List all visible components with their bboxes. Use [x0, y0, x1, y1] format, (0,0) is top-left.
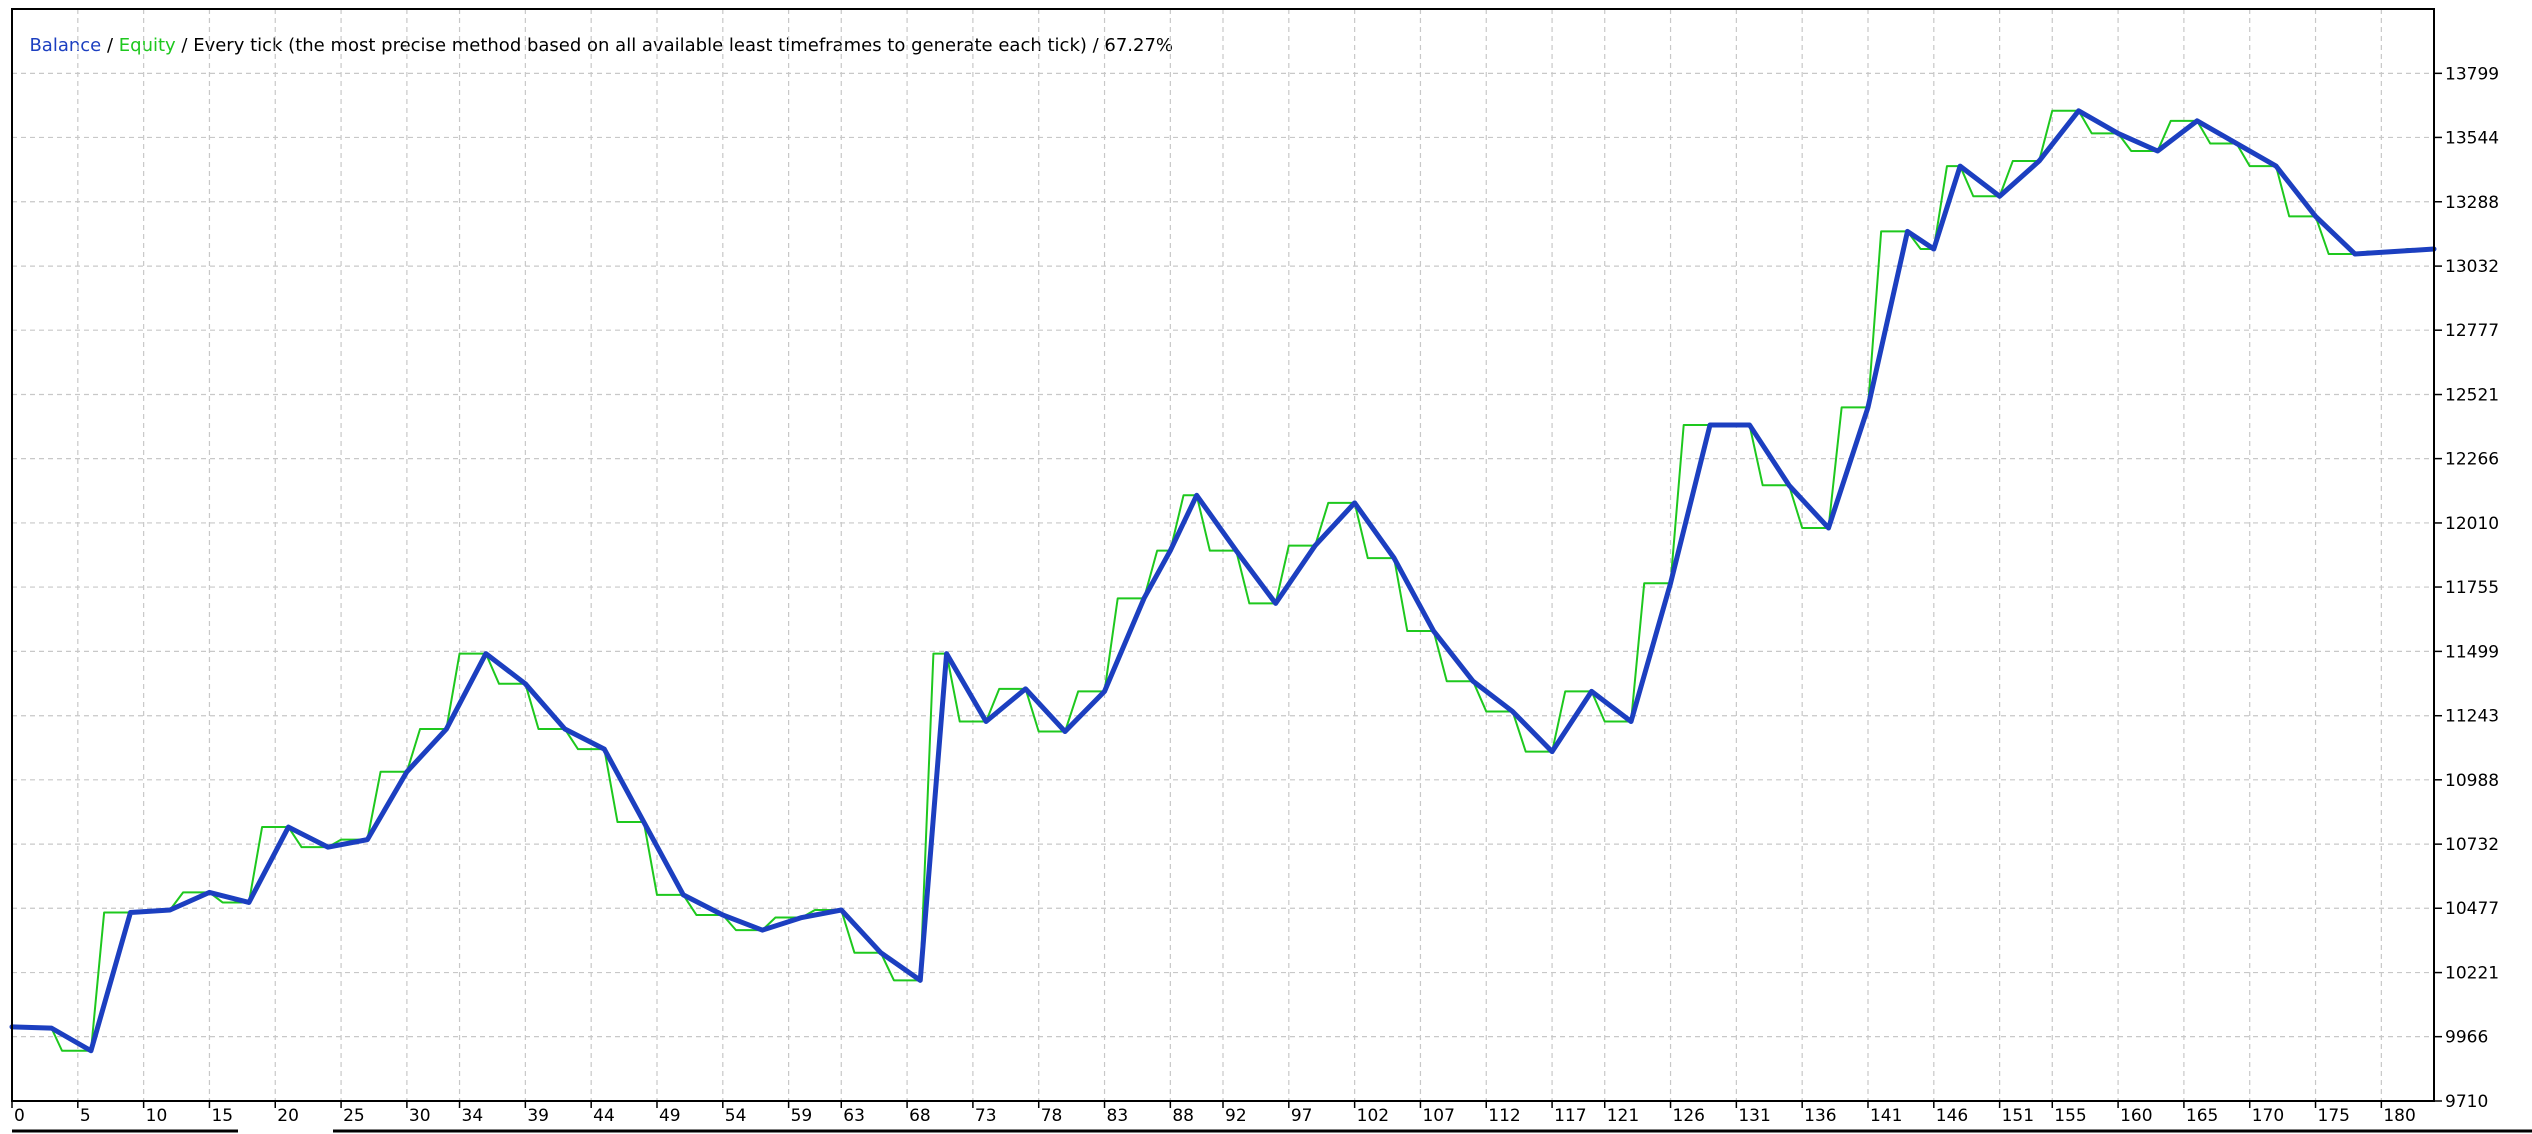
- x-tick-label: 97: [1291, 1106, 1313, 1126]
- x-tick-label: 15: [211, 1106, 233, 1126]
- x-tick-label: 170: [2252, 1106, 2284, 1126]
- x-tick-label: 59: [791, 1106, 813, 1126]
- y-tick-label: 10988: [2445, 771, 2499, 791]
- x-tick-label: 68: [909, 1106, 931, 1126]
- y-tick-label: 13032: [2445, 257, 2499, 277]
- y-tick-label: 11755: [2445, 578, 2499, 598]
- grid: [12, 9, 2434, 1101]
- x-tick-label: 49: [659, 1106, 681, 1126]
- x-tick-label: 88: [1172, 1106, 1194, 1126]
- y-tick-label: 13544: [2445, 128, 2499, 148]
- x-tick-label: 165: [2186, 1106, 2218, 1126]
- x-tick-label: 73: [975, 1106, 997, 1126]
- y-axis: 9710 9966 10221 10477 10732 10988 11243 11499 11…: [2434, 64, 2499, 1112]
- y-tick-label: 11499: [2445, 642, 2499, 662]
- x-tick-label: 39: [527, 1106, 549, 1126]
- y-tick-label: 12010: [2445, 514, 2499, 534]
- y-tick-label: 13288: [2445, 193, 2499, 213]
- x-tick-label: 54: [725, 1106, 747, 1126]
- x-tick-label: 92: [1225, 1106, 1247, 1126]
- y-tick-label: 10732: [2445, 835, 2499, 855]
- x-tick-label: 146: [1936, 1106, 1968, 1126]
- y-tick-label: 10221: [2445, 964, 2499, 984]
- x-tick-label: 136: [1804, 1106, 1836, 1126]
- x-tick-label: 5: [80, 1106, 91, 1126]
- y-tick-label: 10477: [2445, 899, 2499, 919]
- x-tick-label: 63: [843, 1106, 865, 1126]
- y-tick-label: 12521: [2445, 386, 2499, 406]
- y-tick-label: 12777: [2445, 321, 2499, 341]
- x-tick-label: 151: [2002, 1106, 2034, 1126]
- x-tick-label: 121: [1607, 1106, 1639, 1126]
- x-tick-label: 34: [462, 1106, 484, 1126]
- legend-equity: Equity: [118, 35, 176, 56]
- legend-separator: /: [101, 35, 119, 56]
- x-tick-label: 160: [2120, 1106, 2152, 1126]
- y-tick-label: 13799: [2445, 64, 2499, 84]
- x-tick-label: 126: [1673, 1106, 1705, 1126]
- x-tick-label: 180: [2383, 1106, 2415, 1126]
- x-tick-label: 0: [14, 1106, 25, 1126]
- x-tick-label: 141: [1870, 1106, 1902, 1126]
- balance-line: [9, 108, 2437, 1054]
- y-tick-label: 9710: [2445, 1092, 2488, 1112]
- x-tick-label: 44: [593, 1106, 615, 1126]
- x-tick-label: 107: [1422, 1106, 1454, 1126]
- y-tick-label: 9966: [2445, 1028, 2488, 1048]
- chart-header: Balance / Equity / Every tick (the most …: [18, 14, 1173, 56]
- test-description: / Every tick (the most precise method ba…: [175, 35, 1174, 56]
- x-tick-label: 102: [1357, 1106, 1389, 1126]
- y-tick-label: 12266: [2445, 450, 2499, 470]
- y-tick-label: 11243: [2445, 707, 2499, 727]
- x-tick-label: 83: [1107, 1106, 1129, 1126]
- x-tick-label: 117: [1554, 1106, 1586, 1126]
- legend-balance: Balance: [29, 35, 102, 56]
- x-tick-label: 155: [2054, 1106, 2086, 1126]
- x-tick-label: 30: [409, 1106, 431, 1126]
- x-tick-label: 175: [2318, 1106, 2350, 1126]
- x-axis: 0 5 10 15 20 25 30 34 39 44 49 54 59 63 68 73 78 83 88 92 97…: [11, 1101, 2416, 1126]
- series: [9, 108, 2437, 1054]
- x-tick-label: 131: [1738, 1106, 1770, 1126]
- x-tick-label: 78: [1041, 1106, 1063, 1126]
- x-tick-label: 20: [277, 1106, 299, 1126]
- x-tick-label: 25: [343, 1106, 365, 1126]
- x-tick-label: 10: [146, 1106, 168, 1126]
- x-tick-label: 112: [1488, 1106, 1520, 1126]
